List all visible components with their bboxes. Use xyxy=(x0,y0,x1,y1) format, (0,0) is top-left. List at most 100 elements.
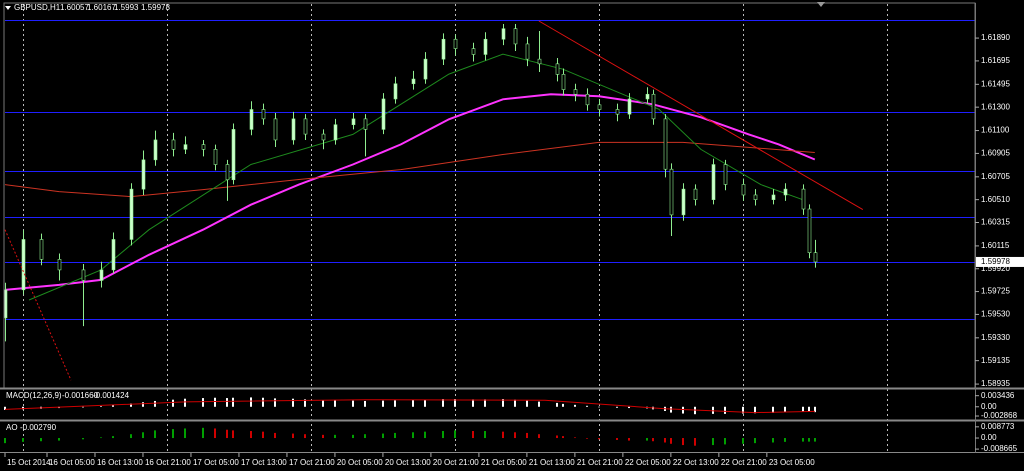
shift-marker[interactable] xyxy=(817,2,825,7)
menu-arrow[interactable] xyxy=(5,6,11,10)
candle-body xyxy=(183,144,188,150)
candle-body xyxy=(111,239,116,271)
candle-body xyxy=(561,74,566,90)
y-tick-label: 1.60905 xyxy=(981,149,1010,158)
x-tick-label: 20 Oct 13:00 xyxy=(385,458,431,467)
macd-bar xyxy=(424,399,426,407)
ao-bar xyxy=(526,432,528,439)
price-box-label: 1.59978 xyxy=(981,257,1010,266)
ao-bar xyxy=(514,432,516,439)
candle-body xyxy=(291,118,296,141)
x-tick-label: 17 Oct 13:00 xyxy=(241,458,287,467)
macd-bar xyxy=(172,399,174,407)
y-tick-label: 0.008773 xyxy=(981,422,1015,431)
candle-body xyxy=(801,188,806,210)
macd-bar xyxy=(562,403,564,407)
ao-bar xyxy=(538,434,540,439)
candle-body xyxy=(225,164,230,181)
y-tick-label: 1.59530 xyxy=(981,310,1010,319)
y-tick-label: 1.61300 xyxy=(981,102,1010,111)
candle-body xyxy=(555,63,560,75)
x-tick-label: 17 Oct 05:00 xyxy=(193,458,239,467)
candle-body xyxy=(141,159,146,190)
ao-bar xyxy=(556,435,558,439)
ao-bar xyxy=(682,438,684,446)
ao-bar xyxy=(202,427,204,439)
macd-bar xyxy=(670,406,672,413)
candle-body xyxy=(615,109,620,115)
ao-bar xyxy=(364,434,366,439)
x-tick-label: 23 Oct 05:00 xyxy=(769,458,815,467)
macd-bar xyxy=(262,397,264,407)
macd-bar xyxy=(586,405,588,407)
main-layer xyxy=(3,20,864,381)
ao-bar xyxy=(814,438,816,442)
candle-body xyxy=(585,93,590,106)
ao-bar xyxy=(112,436,114,439)
macd-bar xyxy=(292,398,294,407)
macd-bar xyxy=(808,406,810,412)
ao-bar xyxy=(304,434,306,439)
header-close: 1.59978 xyxy=(141,3,170,12)
ao-bar xyxy=(598,438,600,440)
candle-body xyxy=(501,28,506,40)
candle-body xyxy=(771,194,776,200)
macd-signal xyxy=(4,399,815,414)
macd-bar xyxy=(484,399,486,407)
macd-bar xyxy=(394,400,396,407)
macd-bar xyxy=(754,406,756,414)
ao-title: AO xyxy=(6,423,18,432)
macd-bar xyxy=(334,400,336,407)
candle-body xyxy=(669,168,674,216)
y-tick-label: 0.00 xyxy=(981,433,997,442)
candle-body xyxy=(81,269,86,281)
candle-body xyxy=(753,194,758,200)
candle-body xyxy=(813,252,818,263)
y-tick-label: 0.00 xyxy=(981,402,997,411)
symbol-title: GBPUSD,H1 xyxy=(14,3,61,12)
macd-bar xyxy=(802,406,804,412)
candle-body xyxy=(711,164,716,200)
candle-body xyxy=(627,98,632,115)
ao-bar xyxy=(562,436,564,439)
ao-bar xyxy=(130,434,132,439)
x-tick-label: 20 Oct 05:00 xyxy=(337,458,383,467)
macd-bar xyxy=(814,406,816,413)
x-tick-label: 21 Oct 21:00 xyxy=(577,458,623,467)
y-tick-label: 1.60115 xyxy=(981,241,1010,250)
x-tick-label: 22 Oct 13:00 xyxy=(673,458,719,467)
ao-bar xyxy=(616,438,618,440)
candle-body xyxy=(363,118,368,130)
ao-bar xyxy=(472,431,474,439)
macd-bar xyxy=(454,399,456,407)
candle-body xyxy=(21,239,26,291)
y-tick-label: 1.59135 xyxy=(981,356,1010,365)
macd-bar xyxy=(352,400,354,407)
ao-bar xyxy=(484,431,486,439)
macd-bar xyxy=(226,398,228,407)
candle-body xyxy=(723,164,728,185)
macd-bar xyxy=(22,406,24,410)
ao-bar xyxy=(442,431,444,439)
macd-bar xyxy=(772,406,774,413)
x-tick-label: 16 Oct 05:00 xyxy=(49,458,95,467)
candle-body xyxy=(303,118,308,135)
moving-average xyxy=(4,141,815,198)
macd-bar xyxy=(442,399,444,407)
ao-bar xyxy=(574,437,576,439)
candle-body xyxy=(99,269,104,281)
candle-body xyxy=(741,184,746,196)
ao-bar xyxy=(772,438,774,443)
ao-bar xyxy=(22,438,24,442)
macd-bar xyxy=(100,406,102,407)
macd-bar xyxy=(574,404,576,407)
ao-bar xyxy=(646,438,648,441)
ao-bar xyxy=(502,431,504,439)
ao-bar xyxy=(694,438,696,446)
macd-bar xyxy=(538,401,540,407)
macd-bar xyxy=(322,400,324,407)
candle-body xyxy=(57,259,62,271)
x-tick-label: 17 Oct 21:00 xyxy=(289,458,335,467)
x-tick-label: 21 Oct 13:00 xyxy=(529,458,575,467)
